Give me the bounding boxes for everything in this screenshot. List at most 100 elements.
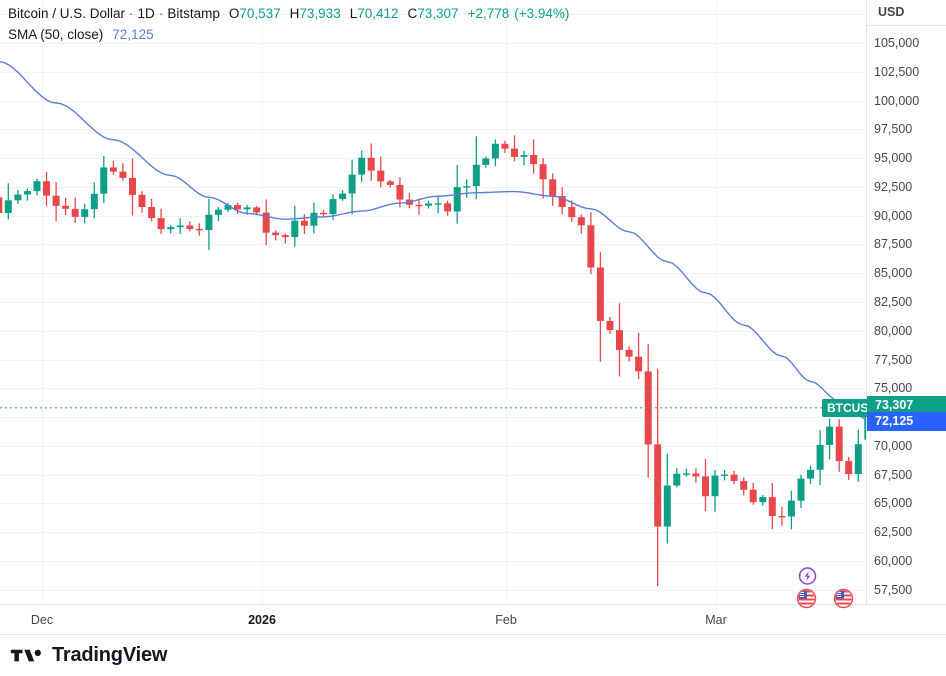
candle-body bbox=[558, 196, 566, 207]
candle-body bbox=[740, 481, 748, 490]
candle-body bbox=[816, 444, 824, 470]
candle-body bbox=[472, 164, 480, 187]
price-axis-tick: 57,500 bbox=[874, 582, 913, 597]
candles-group bbox=[0, 135, 866, 587]
candle-body bbox=[358, 157, 366, 175]
candle-body bbox=[616, 330, 623, 350]
candle-body bbox=[377, 170, 385, 182]
price-axis-tick: 105,000 bbox=[874, 36, 920, 51]
price-axis-tick: 87,500 bbox=[874, 237, 913, 252]
candle-body bbox=[81, 209, 89, 217]
candle-body bbox=[52, 195, 60, 206]
candle-body bbox=[692, 473, 700, 477]
candle-body bbox=[749, 489, 757, 503]
candle-body bbox=[214, 209, 222, 215]
candle-body bbox=[138, 194, 146, 207]
price-axis-tick: 60,000 bbox=[874, 553, 913, 568]
candle-body bbox=[386, 181, 394, 185]
candle-body bbox=[224, 205, 232, 210]
candle-body bbox=[90, 193, 98, 210]
candle-body bbox=[807, 469, 814, 479]
candle-body bbox=[43, 181, 50, 196]
tradingview-logo[interactable]: TradingView bbox=[10, 644, 167, 667]
candle-body bbox=[253, 207, 261, 213]
price-axis-tick: 70,000 bbox=[874, 438, 913, 453]
candle-body bbox=[797, 478, 805, 501]
candle-body bbox=[787, 500, 795, 517]
price-axis-tick: 100,000 bbox=[874, 93, 920, 108]
candle-body bbox=[463, 186, 471, 188]
candle-body bbox=[596, 267, 604, 321]
price-axis-tick: 102,500 bbox=[874, 64, 920, 79]
us-economic-event-icon[interactable] bbox=[796, 588, 817, 609]
candle-body bbox=[186, 225, 194, 229]
candle-body bbox=[119, 171, 127, 178]
candle-body bbox=[549, 179, 557, 196]
candle-body bbox=[673, 473, 681, 486]
candle-body bbox=[348, 174, 356, 194]
candle-body bbox=[148, 207, 156, 218]
candle-body bbox=[329, 199, 337, 215]
price-axis-tick: 77,500 bbox=[874, 352, 913, 367]
price-axis-tick: 75,000 bbox=[874, 381, 913, 396]
candle-body bbox=[568, 207, 576, 218]
candle-body bbox=[195, 228, 203, 231]
candle-body bbox=[4, 200, 12, 213]
last-price-value: 73,307 bbox=[875, 397, 914, 412]
price-axis-tick: 97,500 bbox=[874, 122, 913, 137]
candle-body bbox=[291, 220, 299, 238]
candle-body bbox=[339, 193, 347, 200]
candle-body bbox=[129, 177, 136, 195]
candle-body bbox=[300, 220, 308, 226]
sma-price-badge: 72,125 bbox=[867, 412, 946, 432]
candle-body bbox=[778, 516, 786, 518]
candle-body bbox=[23, 191, 31, 195]
candle-body bbox=[33, 181, 41, 192]
price-axis-tick: 82,500 bbox=[874, 295, 913, 309]
time-axis-tick: 2026 bbox=[248, 613, 276, 627]
us-economic-event-icon[interactable] bbox=[833, 588, 854, 609]
candle-body bbox=[62, 205, 70, 209]
candle-body bbox=[768, 497, 776, 516]
price-axis-tick: 92,500 bbox=[874, 179, 913, 194]
candle-body bbox=[157, 218, 165, 230]
price-axis-tick: 90,000 bbox=[874, 208, 913, 223]
price-axis-tick: 65,000 bbox=[874, 496, 913, 511]
candle-body bbox=[577, 217, 585, 226]
candle-body bbox=[109, 167, 117, 172]
candle-body bbox=[444, 203, 452, 212]
candle-body bbox=[310, 212, 318, 226]
price-axis-tick: 85,000 bbox=[874, 266, 913, 281]
candle-body bbox=[587, 225, 595, 268]
chart-footer: TradingView bbox=[0, 634, 946, 676]
candle-body bbox=[167, 227, 175, 230]
price-axis-tick: 62,500 bbox=[874, 525, 913, 540]
sma-line-path bbox=[0, 61, 866, 421]
candle-body bbox=[606, 320, 614, 331]
tradingview-logo-text: TradingView bbox=[52, 644, 168, 666]
candle-body bbox=[243, 207, 251, 210]
candle-body bbox=[262, 212, 270, 233]
time-axis[interactable]: Dec 2026 Feb Mar bbox=[0, 604, 946, 634]
candle-body bbox=[205, 214, 213, 231]
candle-body bbox=[0, 197, 3, 213]
candle-body bbox=[864, 407, 866, 440]
sma-badge-value: 72,125 bbox=[875, 414, 914, 429]
time-axis-tick: Dec bbox=[30, 613, 54, 627]
candle-body bbox=[682, 473, 690, 475]
candle-body bbox=[730, 474, 738, 481]
candle-body bbox=[654, 444, 662, 527]
candle-body bbox=[100, 167, 108, 194]
candle-body bbox=[272, 232, 280, 236]
chart-pane[interactable] bbox=[0, 0, 866, 604]
price-axis-tick: 95,000 bbox=[874, 151, 913, 166]
candle-body bbox=[71, 208, 79, 217]
price-axis-tick: 67,500 bbox=[874, 467, 913, 482]
price-axis[interactable]: 107,500105,000102,500100,00097,50095,000… bbox=[866, 0, 946, 604]
candle-body bbox=[453, 187, 461, 212]
candle-body bbox=[826, 426, 834, 445]
candle-body bbox=[644, 371, 652, 445]
ai-spark-event-icon[interactable] bbox=[796, 566, 817, 587]
candle-body bbox=[530, 155, 538, 165]
